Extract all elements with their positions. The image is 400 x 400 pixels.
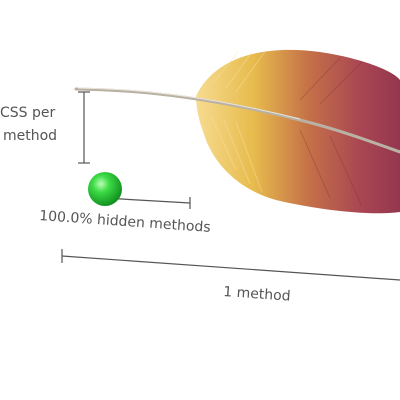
feather-quill <box>74 87 400 154</box>
vertical-measure-label-line2: method <box>3 128 58 144</box>
marker-ball <box>88 172 122 206</box>
feather-barbs-dark <box>299 57 363 207</box>
vertical-measure-label-line1: CSS per <box>0 105 56 121</box>
feather-barbs <box>211 49 267 193</box>
feather-quill-highlight <box>77 87 301 120</box>
vertical-measure-bracket <box>78 91 90 164</box>
method-count-measure <box>61 249 400 281</box>
feather-vane <box>196 49 400 214</box>
